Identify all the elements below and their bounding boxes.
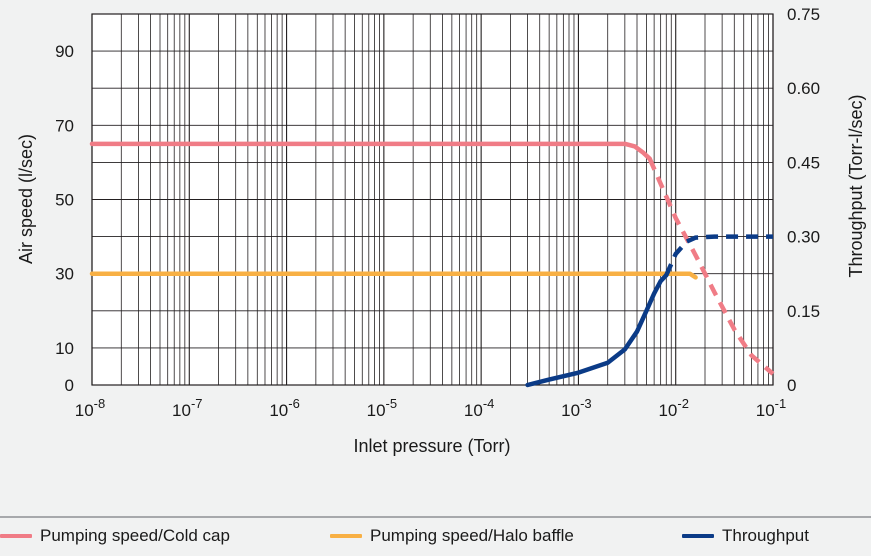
x-tick-label: 10-3 bbox=[561, 396, 591, 420]
series-lines bbox=[89, 141, 775, 388]
y-tick-label-left: 0 bbox=[65, 376, 74, 395]
y-tick-label-right: 0 bbox=[787, 376, 796, 395]
legend-item-throughput: Throughput bbox=[682, 526, 809, 546]
y-tick-label-right: 0.15 bbox=[787, 302, 820, 321]
y-axis-label-right: Throughput (Torr-l/sec) bbox=[846, 94, 866, 277]
x-tick-label: 10-7 bbox=[172, 396, 202, 420]
series-line-solid-1 bbox=[89, 271, 698, 280]
x-axis-label: Inlet pressure (Torr) bbox=[353, 436, 510, 456]
series-line-dashed-0 bbox=[647, 157, 775, 376]
legend-divider bbox=[0, 516, 871, 518]
y-tick-label-right: 0.30 bbox=[787, 228, 820, 247]
y-tick-label-right: 0.45 bbox=[787, 153, 820, 172]
legend-item-cold-cap: Pumping speed/Cold cap bbox=[0, 526, 230, 546]
y-tick-label-left: 10 bbox=[55, 339, 74, 358]
y-axis-label-left: Air speed (l/sec) bbox=[16, 134, 36, 264]
y-tick-label-right: 0.60 bbox=[787, 79, 820, 98]
y-tick-label-left: 90 bbox=[55, 42, 74, 61]
x-tick-label: 10-2 bbox=[658, 396, 688, 420]
x-tick-label: 10-1 bbox=[756, 396, 786, 420]
plot-frame bbox=[91, 13, 774, 386]
legend-swatch-throughput bbox=[682, 534, 714, 538]
y-tick-label-left: 30 bbox=[55, 265, 74, 284]
legend: Pumping speed/Cold cap Pumping speed/Hal… bbox=[0, 526, 871, 552]
series-line-dashed-2 bbox=[664, 234, 773, 277]
tick-labels: 0 10 30 50 70 90 0 0.15 0.30 0.45 0.60 0.75 10-8 10-7… bbox=[55, 5, 820, 420]
x-tick-label: 10-6 bbox=[269, 396, 299, 420]
grid bbox=[91, 13, 774, 386]
x-tick-label: 10-8 bbox=[75, 396, 105, 420]
series-line-solid-2 bbox=[525, 272, 669, 388]
y-tick-label-left: 50 bbox=[55, 191, 74, 210]
x-tick-label: 10-4 bbox=[464, 396, 494, 420]
legend-label-cold-cap: Pumping speed/Cold cap bbox=[40, 526, 230, 545]
legend-swatch-cold-cap bbox=[0, 534, 32, 538]
legend-item-halo-baffle: Pumping speed/Halo baffle bbox=[330, 526, 574, 546]
x-tick-label: 10-5 bbox=[367, 396, 397, 420]
series-line-solid-0 bbox=[89, 141, 652, 161]
legend-swatch-halo-baffle bbox=[330, 534, 362, 538]
legend-label-throughput: Throughput bbox=[722, 526, 809, 545]
y-tick-label-right: 0.75 bbox=[787, 5, 820, 24]
y-tick-label-left: 70 bbox=[55, 116, 74, 135]
chart: 0 10 30 50 70 90 0 0.15 0.30 0.45 0.60 0.75 10-8 10-7… bbox=[16, 5, 866, 456]
legend-label-halo-baffle: Pumping speed/Halo baffle bbox=[370, 526, 574, 545]
